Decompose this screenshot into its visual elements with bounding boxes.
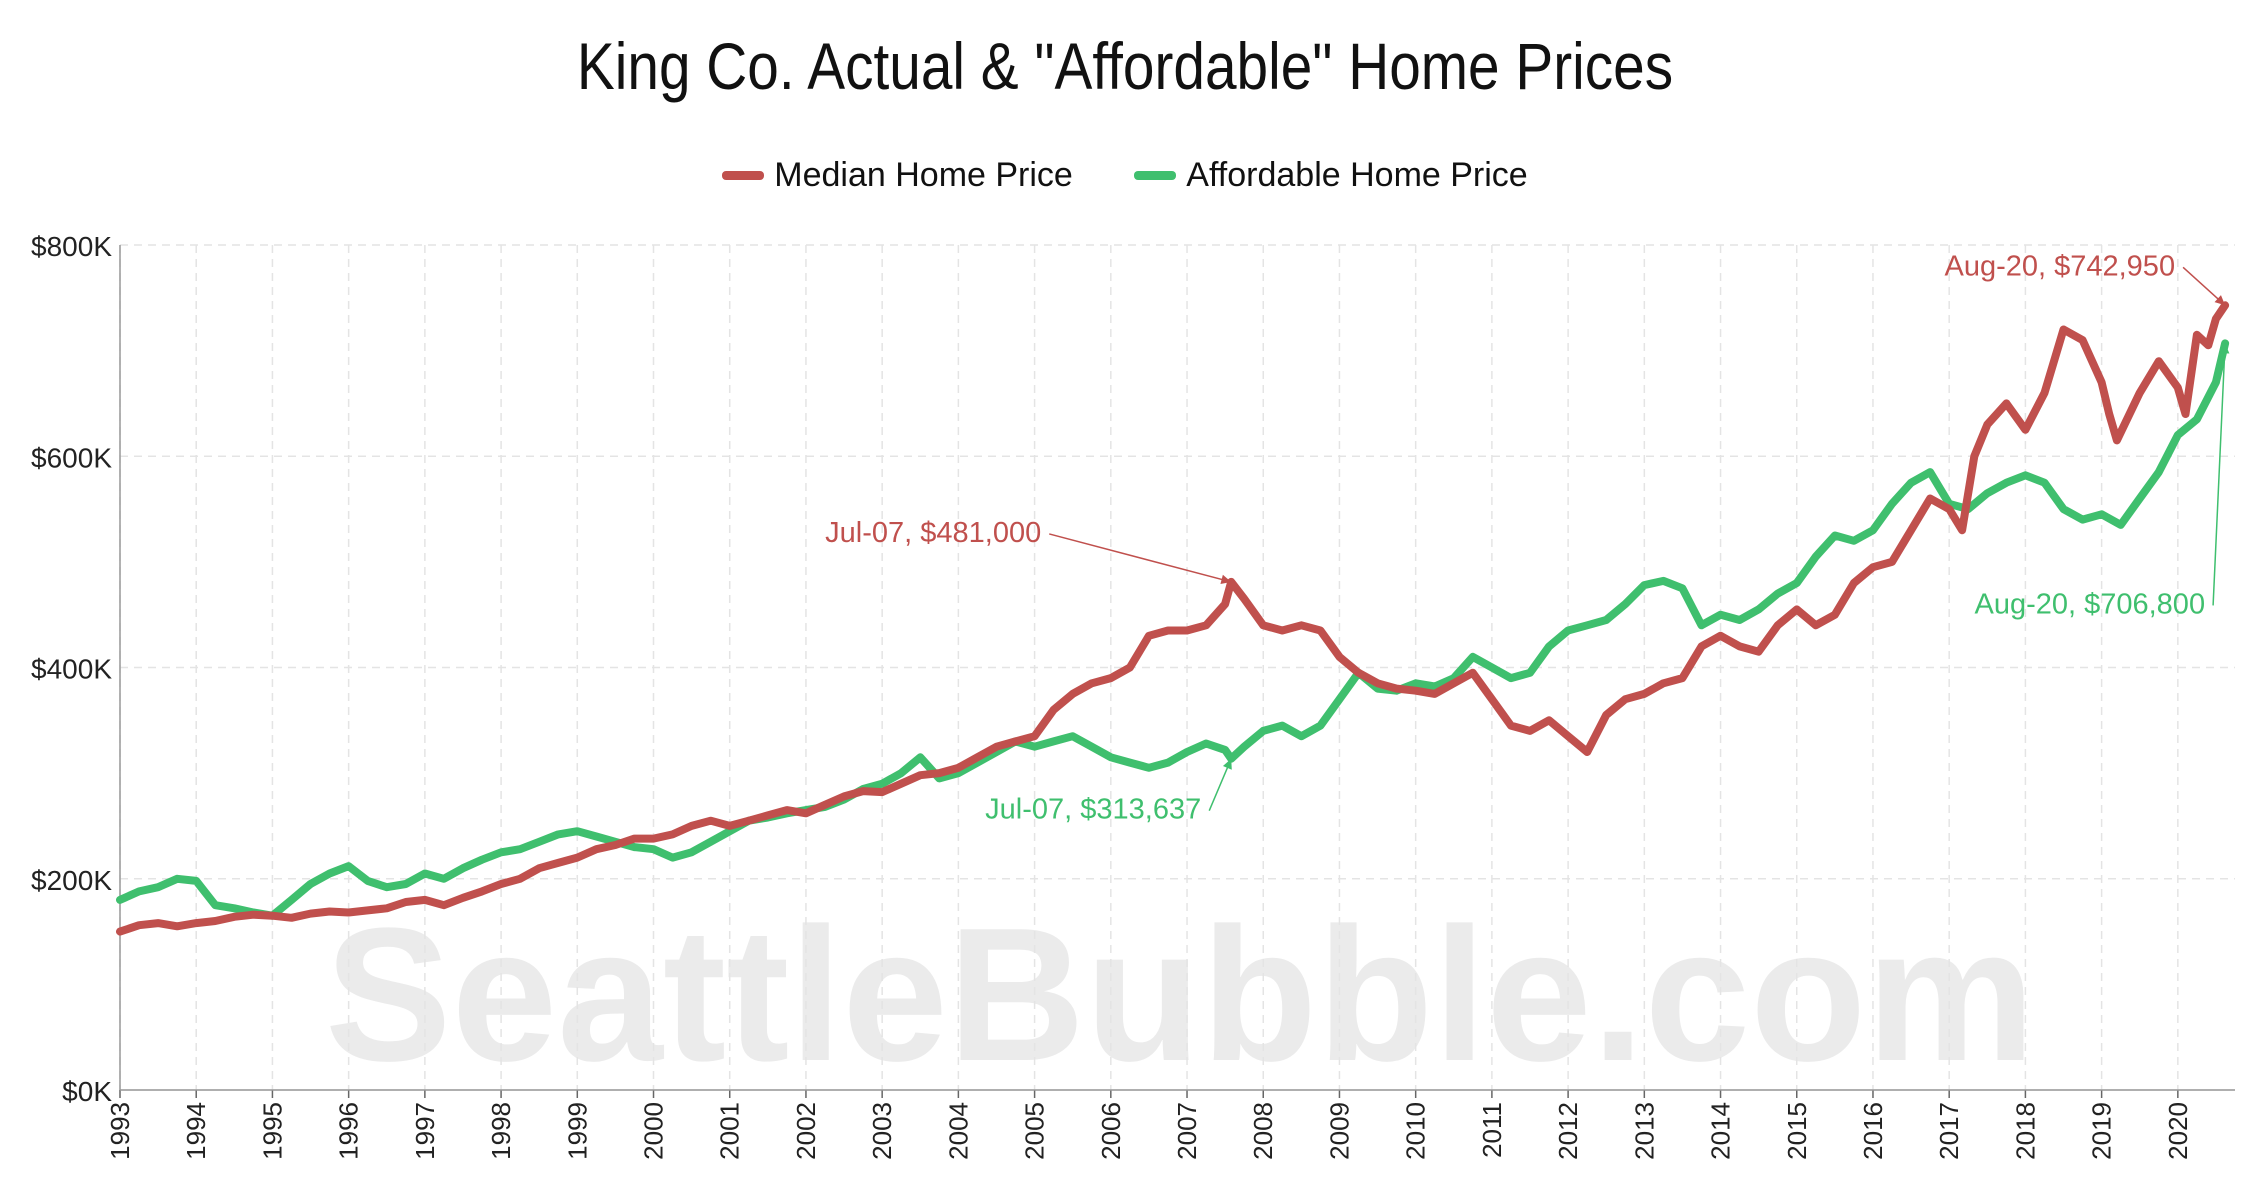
x-tick-label: 1994 (181, 1102, 211, 1160)
x-tick-label: 1995 (257, 1102, 287, 1160)
x-tick-label: 2016 (1858, 1102, 1888, 1160)
x-tick-label: 2004 (943, 1102, 973, 1160)
legend-swatch-median (722, 171, 765, 180)
x-tick-label: 2011 (1477, 1102, 1507, 1158)
y-tick-label: $0K (62, 1076, 112, 1107)
x-tick-label: 2013 (1629, 1102, 1659, 1160)
x-tick-label: 1996 (334, 1102, 364, 1160)
x-tick-label: 1999 (562, 1102, 592, 1160)
annotation-label: Aug-20, $742,950 (1944, 250, 2175, 282)
x-tick-label: 2012 (1553, 1102, 1583, 1160)
watermark-text: SeattleBubble.com (325, 889, 2035, 1101)
y-tick-label: $200K (31, 865, 112, 896)
annotation-label: Jul-07, $313,637 (985, 794, 1201, 826)
x-tick-label: 2007 (1172, 1102, 1202, 1160)
annotation-leader (2212, 343, 2226, 606)
annotation-arrowhead (1222, 758, 1232, 770)
x-tick-label: 1993 (105, 1102, 135, 1160)
x-tick-label: 1997 (410, 1102, 440, 1160)
legend-label-affordable: Affordable Home Price (1186, 156, 1528, 194)
y-tick-label: $800K (31, 231, 112, 262)
x-tick-label: 2018 (2010, 1102, 2040, 1160)
x-tick-label: 2014 (1706, 1102, 1736, 1160)
x-tick-label: 2015 (1782, 1102, 1812, 1160)
chart-title: King Co. Actual & "Affordable" Home Pric… (576, 29, 1674, 103)
annotation-label: Jul-07, $481,000 (825, 517, 1041, 549)
legend-label-median: Median Home Price (774, 156, 1073, 194)
x-tick-label: 2003 (867, 1102, 897, 1160)
series-line-median (116, 301, 2230, 936)
x-tick-label: 2001 (715, 1102, 745, 1160)
legend-item-affordable[interactable]: Affordable Home Price (1134, 156, 1528, 195)
x-tick-label: 2008 (1248, 1102, 1278, 1160)
legend-item-median[interactable]: Median Home Price (722, 156, 1073, 195)
x-tick-label: 2019 (2087, 1102, 2117, 1160)
x-tick-label: 2006 (1096, 1102, 1126, 1160)
annotation-leader (1049, 533, 1232, 583)
y-tick-label: $400K (31, 654, 112, 685)
y-tick-label: $600K (31, 442, 112, 473)
x-tick-label: 2020 (2163, 1102, 2193, 1160)
x-tick-label: 2002 (791, 1102, 821, 1160)
annotation-label: Aug-20, $706,800 (1974, 588, 2205, 620)
x-tick-label: 2010 (1401, 1102, 1431, 1160)
annotation-arrowhead (2214, 295, 2226, 306)
chart-legend: Median Home Price Affordable Home Price (0, 150, 2250, 195)
x-tick-label: 2005 (1020, 1102, 1050, 1160)
legend-swatch-affordable (1134, 171, 1177, 180)
x-tick-label: 1998 (486, 1102, 516, 1160)
annotation-arrowhead (2219, 343, 2230, 354)
x-tick-label: 2017 (1934, 1102, 1964, 1160)
series-line-affordable (116, 339, 2230, 920)
x-tick-label: 2000 (639, 1102, 669, 1160)
x-tick-label: 2009 (1324, 1102, 1354, 1160)
annotation-arrowhead (1220, 574, 1232, 585)
